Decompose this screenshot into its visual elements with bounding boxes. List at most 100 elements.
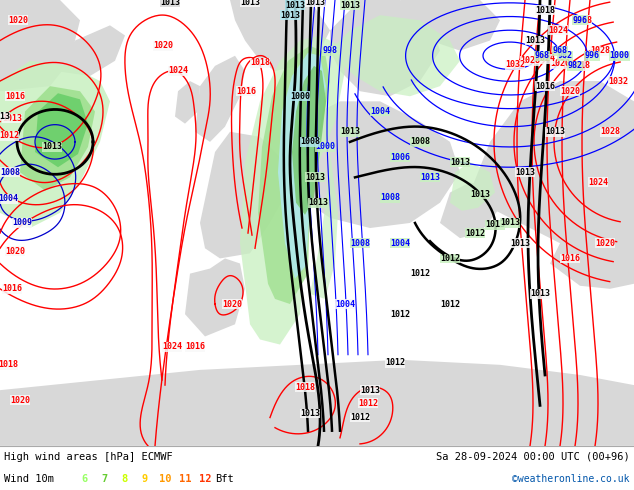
Text: 1013: 1013	[2, 114, 22, 123]
Text: 968: 968	[552, 46, 567, 55]
Text: 1013: 1013	[450, 158, 470, 167]
Polygon shape	[550, 203, 634, 289]
Text: 1013: 1013	[285, 0, 305, 10]
Text: 1028: 1028	[600, 127, 620, 136]
Text: 1013: 1013	[420, 173, 440, 182]
Text: Bft: Bft	[216, 474, 235, 484]
Polygon shape	[470, 81, 634, 253]
Text: 1012: 1012	[0, 131, 19, 140]
Text: 1028: 1028	[520, 63, 540, 73]
Polygon shape	[185, 258, 245, 337]
Text: 1004: 1004	[0, 194, 18, 203]
Text: 12: 12	[198, 474, 211, 484]
Text: 982: 982	[558, 51, 573, 60]
Text: 11: 11	[179, 474, 191, 484]
Text: 1008: 1008	[350, 239, 370, 248]
Text: 1018: 1018	[535, 5, 555, 15]
Text: 1024: 1024	[588, 178, 608, 187]
Text: 1020: 1020	[10, 396, 30, 405]
Polygon shape	[195, 56, 245, 142]
Text: High wind areas [hPa] ECMWF: High wind areas [hPa] ECMWF	[4, 452, 172, 462]
Polygon shape	[330, 15, 460, 96]
Text: 1000: 1000	[315, 143, 335, 151]
Text: 1018: 1018	[250, 58, 270, 67]
Polygon shape	[450, 162, 495, 211]
Polygon shape	[0, 0, 80, 91]
Text: 9: 9	[142, 474, 148, 484]
Text: 1013: 1013	[500, 219, 520, 227]
Text: 1012: 1012	[410, 269, 430, 278]
Polygon shape	[35, 93, 88, 167]
Text: 1009: 1009	[12, 219, 32, 227]
Text: 1004: 1004	[335, 299, 355, 309]
Text: 1020: 1020	[560, 87, 580, 96]
Text: 1016: 1016	[2, 284, 22, 294]
Text: 1013: 1013	[300, 409, 320, 418]
Text: ©weatheronline.co.uk: ©weatheronline.co.uk	[512, 474, 630, 484]
Text: 1012: 1012	[350, 413, 370, 422]
Text: 1013: 1013	[160, 0, 180, 6]
Text: 1008: 1008	[380, 193, 400, 202]
Text: 1008: 1008	[300, 137, 320, 147]
Text: 10: 10	[158, 474, 171, 484]
Text: 1013: 1013	[308, 198, 328, 207]
Text: 1013: 1013	[340, 127, 360, 136]
Text: 8: 8	[122, 474, 128, 484]
Text: 1016: 1016	[185, 342, 205, 351]
Text: 1012: 1012	[358, 399, 378, 408]
Text: 1018: 1018	[572, 16, 592, 25]
Polygon shape	[200, 132, 290, 258]
Text: Sa 28-09-2024 00:00 UTC (00+96): Sa 28-09-2024 00:00 UTC (00+96)	[436, 452, 630, 462]
Text: 1008: 1008	[410, 137, 430, 147]
Polygon shape	[285, 101, 460, 228]
Text: 996: 996	[585, 51, 600, 60]
Text: 1000: 1000	[290, 92, 310, 101]
Polygon shape	[292, 66, 326, 215]
Text: 996: 996	[573, 16, 588, 25]
Text: 1013: 1013	[340, 0, 360, 10]
Text: 1018: 1018	[295, 383, 315, 392]
Text: 1020: 1020	[222, 299, 242, 309]
Text: 1018: 1018	[0, 360, 18, 369]
Text: 1004: 1004	[370, 107, 390, 116]
Text: 1004: 1004	[390, 239, 410, 248]
Text: 1013: 1013	[360, 386, 380, 394]
Text: 1020: 1020	[153, 41, 173, 50]
Text: 1013: 1013	[240, 0, 260, 6]
Text: 1016: 1016	[5, 92, 25, 101]
Polygon shape	[330, 0, 440, 96]
Text: 1024: 1024	[168, 67, 188, 75]
Text: 1013: 1013	[470, 190, 490, 199]
Text: Wind 10m: Wind 10m	[4, 474, 54, 484]
Text: 1013: 1013	[305, 0, 325, 6]
Text: 1012: 1012	[385, 358, 405, 368]
Text: 1012: 1012	[465, 228, 485, 238]
Text: 1016: 1016	[535, 82, 555, 91]
Text: 1020: 1020	[595, 239, 615, 248]
Text: 6: 6	[82, 474, 88, 484]
Text: 1032: 1032	[608, 76, 628, 86]
Polygon shape	[310, 152, 338, 299]
Text: 982: 982	[567, 61, 583, 71]
Polygon shape	[278, 53, 326, 279]
Polygon shape	[0, 61, 110, 228]
Text: 1013: 1013	[530, 290, 550, 298]
Polygon shape	[20, 86, 95, 191]
Text: 1013: 1013	[545, 127, 565, 136]
Polygon shape	[55, 25, 125, 76]
Text: 1013: 1013	[510, 239, 530, 248]
Polygon shape	[0, 360, 634, 446]
Text: 1032: 1032	[505, 67, 525, 75]
Text: 1018: 1018	[570, 57, 590, 66]
Text: 1020: 1020	[8, 16, 28, 25]
Text: 1013: 1013	[280, 11, 300, 20]
Text: 1016: 1016	[560, 254, 580, 263]
Polygon shape	[400, 0, 500, 50]
Polygon shape	[258, 46, 330, 304]
Text: 1013: 1013	[0, 112, 10, 121]
Text: 1020: 1020	[550, 61, 570, 71]
Polygon shape	[240, 35, 345, 344]
Text: 1013: 1013	[485, 220, 505, 229]
Text: 1006: 1006	[390, 152, 410, 162]
Text: 968: 968	[534, 51, 550, 60]
